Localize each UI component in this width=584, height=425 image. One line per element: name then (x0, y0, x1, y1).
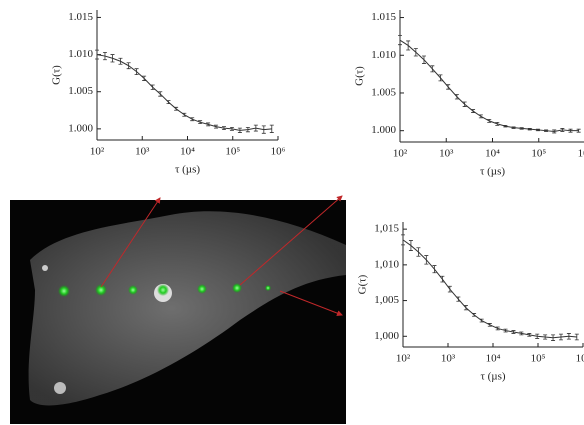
y-tick-label: 1.010 (371, 49, 396, 61)
y-tick-label: 1,015 (374, 223, 399, 235)
x-tick-label: 10⁵ (225, 146, 240, 158)
y-tick-label: 1.010 (68, 48, 93, 60)
x-axis-label: τ (µs) (175, 164, 200, 176)
x-tick-label: 10² (90, 146, 105, 158)
x-tick-label: 10³ (439, 148, 454, 160)
error-bar (401, 234, 405, 246)
data-line (399, 39, 579, 132)
y-tick-label: 1,005 (374, 294, 399, 306)
x-tick-label: 10⁶ (578, 148, 584, 160)
y-tick-label: 1,000 (374, 330, 399, 342)
x-tick-label: 10⁵ (531, 148, 546, 160)
x-tick-label: 10³ (135, 146, 150, 158)
y-tick-label: 1.000 (68, 122, 93, 134)
data-line (96, 54, 272, 131)
x-tick-label: 10² (393, 148, 408, 160)
y-tick-label: 1.015 (371, 11, 396, 23)
x-tick-label: 10⁴ (485, 148, 500, 160)
x-tick-label: 10⁶ (271, 146, 286, 158)
x-axis-label: τ (µs) (480, 371, 505, 383)
data-line (402, 239, 577, 339)
y-tick-label: 1.005 (371, 87, 396, 99)
x-tick-label: 10³ (441, 353, 456, 365)
y-axis-label: G(τ) (51, 65, 63, 85)
x-tick-label: 10⁴ (486, 353, 501, 365)
microscopy-image (10, 195, 346, 424)
error-bar (398, 35, 402, 46)
y-axis-label: G(τ) (354, 66, 366, 86)
x-tick-label: 10² (396, 353, 411, 365)
x-tick-label: 10⁴ (180, 146, 195, 158)
y-axis-label: G(τ) (357, 274, 369, 294)
x-axis-label: τ (µs) (480, 166, 505, 178)
x-tick-label: 10⁶ (576, 353, 584, 365)
y-tick-label: 1,010 (374, 258, 399, 270)
error-bar (574, 333, 579, 341)
y-tick-label: 1.015 (68, 11, 93, 23)
x-tick-label: 10⁵ (531, 353, 546, 365)
y-tick-label: 1.005 (68, 85, 93, 97)
y-tick-label: 1.000 (371, 124, 396, 136)
